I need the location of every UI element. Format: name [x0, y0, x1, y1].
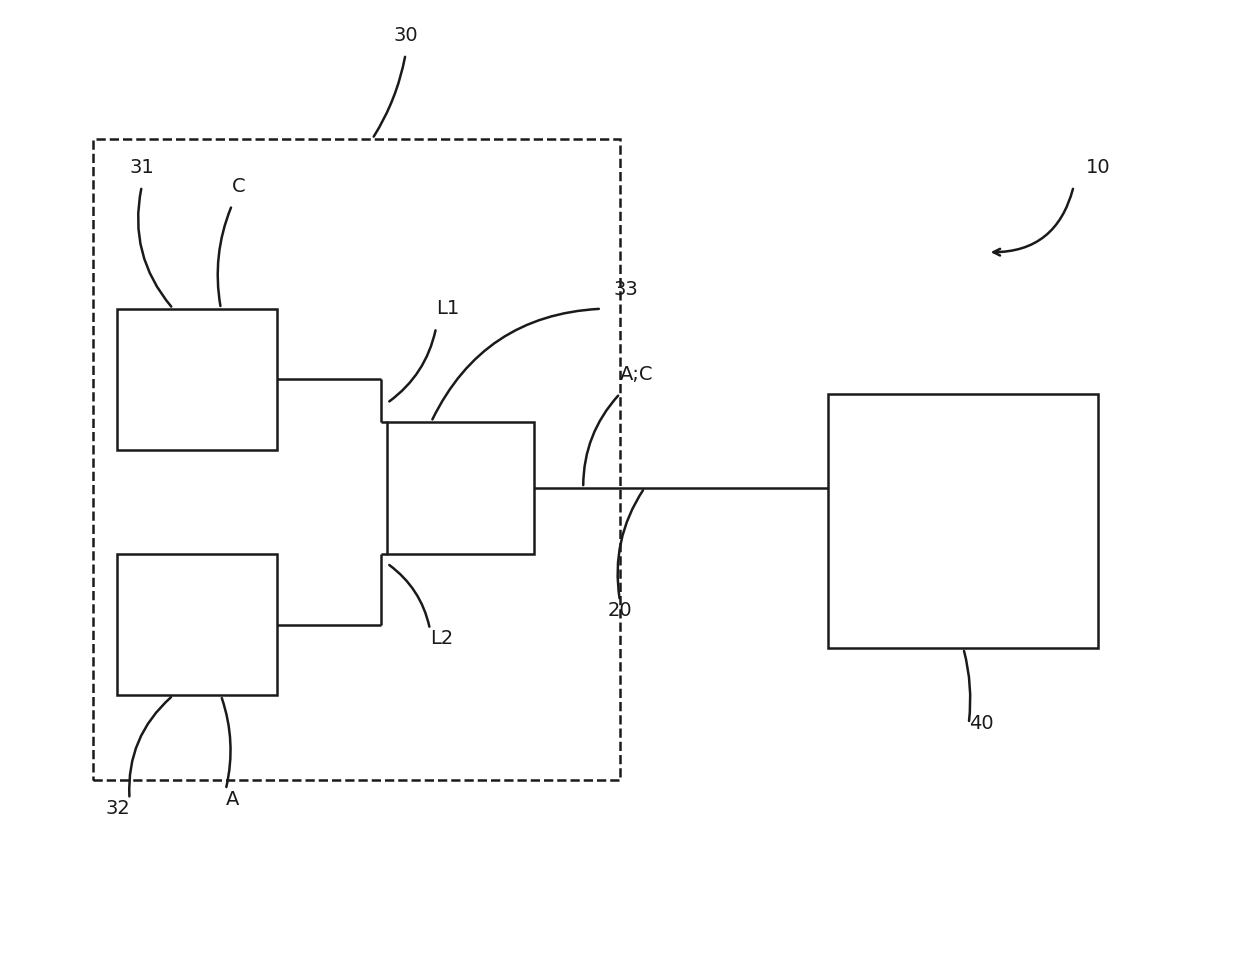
Text: 20: 20	[608, 601, 632, 620]
Bar	[387, 422, 534, 554]
Bar	[93, 139, 620, 780]
Text: 31: 31	[129, 158, 154, 177]
Text: 10: 10	[1086, 158, 1111, 177]
Text: 32: 32	[105, 799, 130, 818]
Text: L1: L1	[436, 300, 459, 318]
Text: 33: 33	[614, 280, 639, 300]
Text: 40: 40	[968, 714, 993, 733]
Text: C: C	[232, 177, 246, 195]
Text: 30: 30	[393, 26, 418, 45]
Text: L2: L2	[430, 630, 453, 648]
Bar	[118, 554, 277, 696]
Text: A: A	[226, 790, 239, 809]
Text: A;C: A;C	[620, 366, 653, 384]
Bar	[118, 309, 277, 450]
Bar	[828, 393, 1099, 648]
